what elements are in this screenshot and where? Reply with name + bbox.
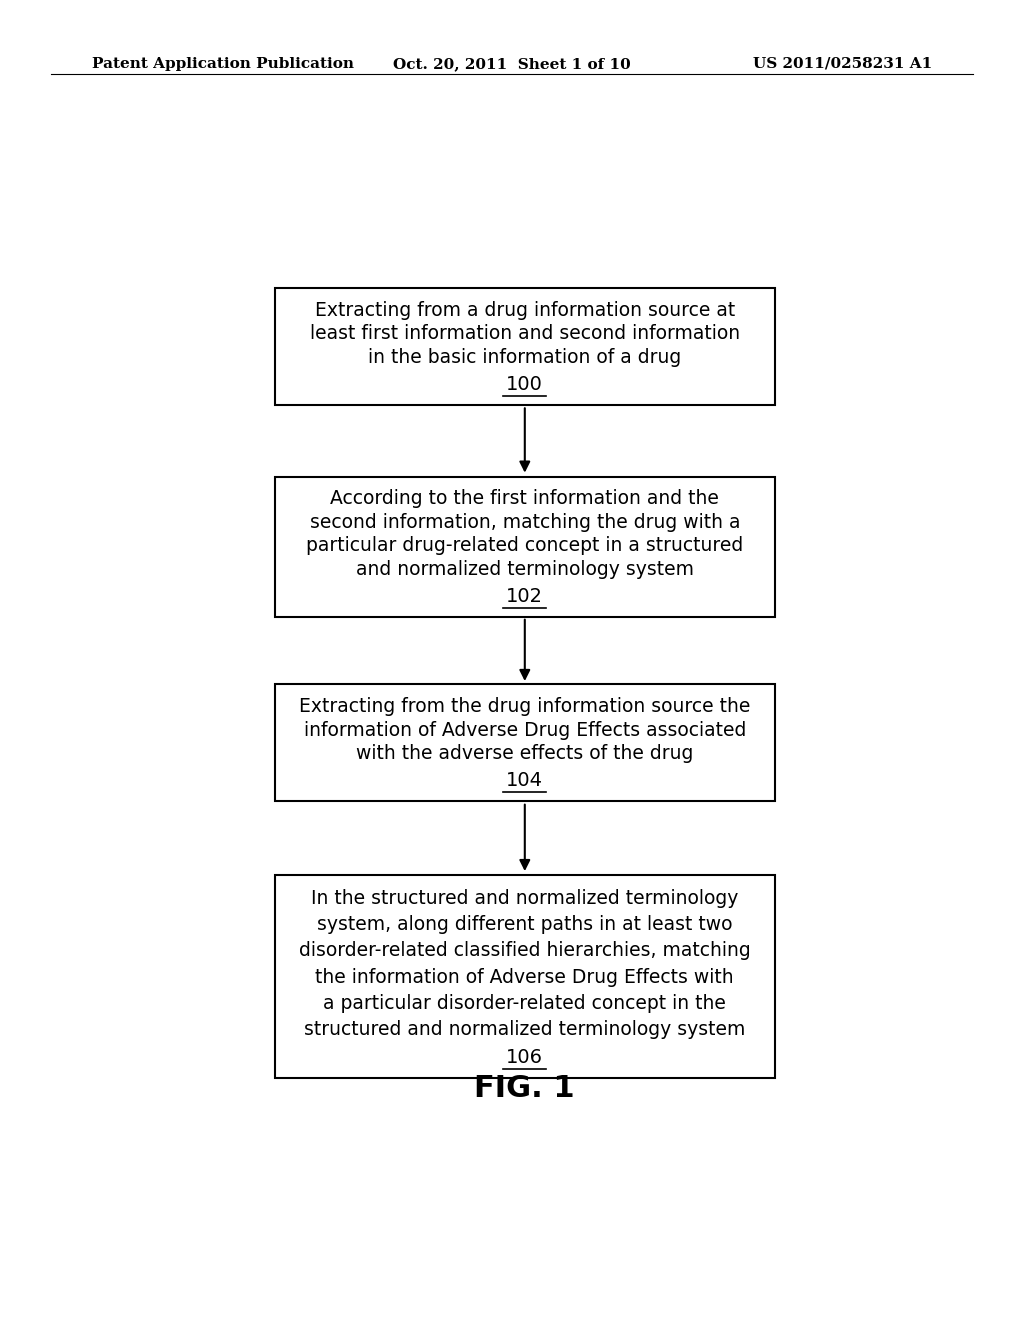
Text: and normalized terminology system: and normalized terminology system: [355, 560, 694, 579]
Text: least first information and second information: least first information and second infor…: [309, 325, 740, 343]
Text: particular drug-related concept in a structured: particular drug-related concept in a str…: [306, 536, 743, 556]
Text: the information of Adverse Drug Effects with: the information of Adverse Drug Effects …: [315, 968, 734, 986]
Text: Extracting from the drug information source the: Extracting from the drug information sou…: [299, 697, 751, 715]
Text: a particular disorder-related concept in the: a particular disorder-related concept in…: [324, 994, 726, 1012]
Text: second information, matching the drug with a: second information, matching the drug wi…: [309, 512, 740, 532]
Text: system, along different paths in at least two: system, along different paths in at leas…: [317, 915, 732, 935]
Text: with the adverse effects of the drug: with the adverse effects of the drug: [356, 744, 693, 763]
Text: US 2011/0258231 A1: US 2011/0258231 A1: [753, 57, 932, 71]
Text: in the basic information of a drug: in the basic information of a drug: [369, 348, 681, 367]
Bar: [274, 684, 775, 801]
Text: Oct. 20, 2011  Sheet 1 of 10: Oct. 20, 2011 Sheet 1 of 10: [393, 57, 631, 71]
Bar: [274, 875, 775, 1078]
Text: 106: 106: [506, 1048, 544, 1068]
Text: FIG. 1: FIG. 1: [474, 1074, 575, 1104]
Text: disorder-related classified hierarchies, matching: disorder-related classified hierarchies,…: [299, 941, 751, 960]
Text: information of Adverse Drug Effects associated: information of Adverse Drug Effects asso…: [303, 721, 746, 739]
Bar: [274, 288, 775, 405]
Text: 102: 102: [506, 587, 544, 606]
Bar: [274, 477, 775, 616]
Text: 104: 104: [506, 771, 544, 791]
Text: In the structured and normalized terminology: In the structured and normalized termino…: [311, 888, 738, 908]
Text: 100: 100: [506, 375, 544, 395]
Text: Extracting from a drug information source at: Extracting from a drug information sourc…: [314, 301, 735, 319]
Text: Patent Application Publication: Patent Application Publication: [92, 57, 354, 71]
Text: According to the first information and the: According to the first information and t…: [331, 488, 719, 508]
Text: structured and normalized terminology system: structured and normalized terminology sy…: [304, 1020, 745, 1039]
